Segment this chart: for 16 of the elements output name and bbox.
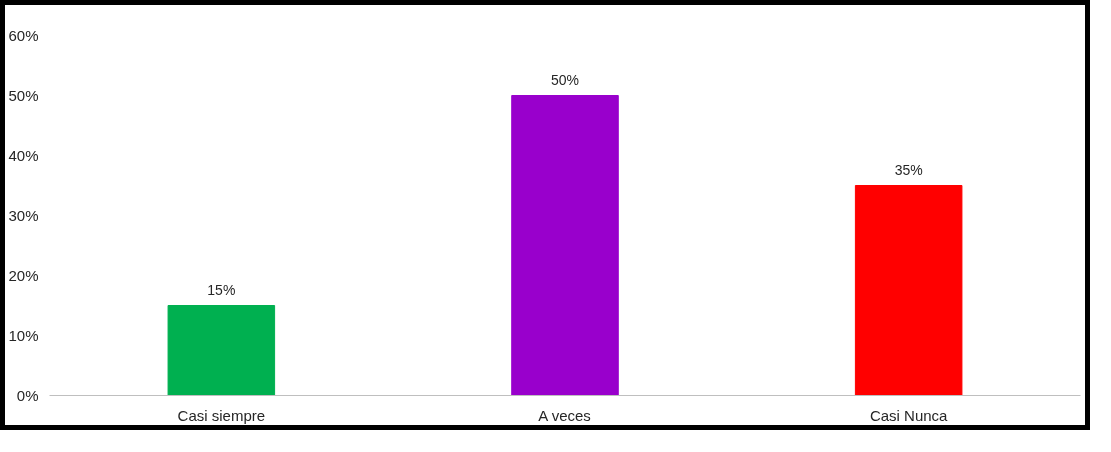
y-tick-label: 50% (8, 87, 39, 104)
y-tick-label: 60% (8, 27, 39, 44)
bar (511, 95, 619, 396)
data-label: 50% (550, 71, 580, 88)
bar (167, 305, 276, 396)
bar (854, 185, 963, 396)
data-label: 35% (894, 161, 923, 178)
y-tick-label: 10% (8, 327, 39, 344)
y-tick-label: 30% (8, 207, 39, 224)
y-tick-label: 40% (8, 147, 39, 164)
x-tick-label: Casi siempre (177, 406, 266, 424)
y-tick-label: 20% (8, 267, 39, 284)
data-label: 15% (207, 281, 236, 298)
x-tick-label: A veces (538, 406, 591, 424)
y-tick-label: 0% (16, 387, 39, 404)
x-tick-label: Casi Nunca (869, 406, 949, 424)
